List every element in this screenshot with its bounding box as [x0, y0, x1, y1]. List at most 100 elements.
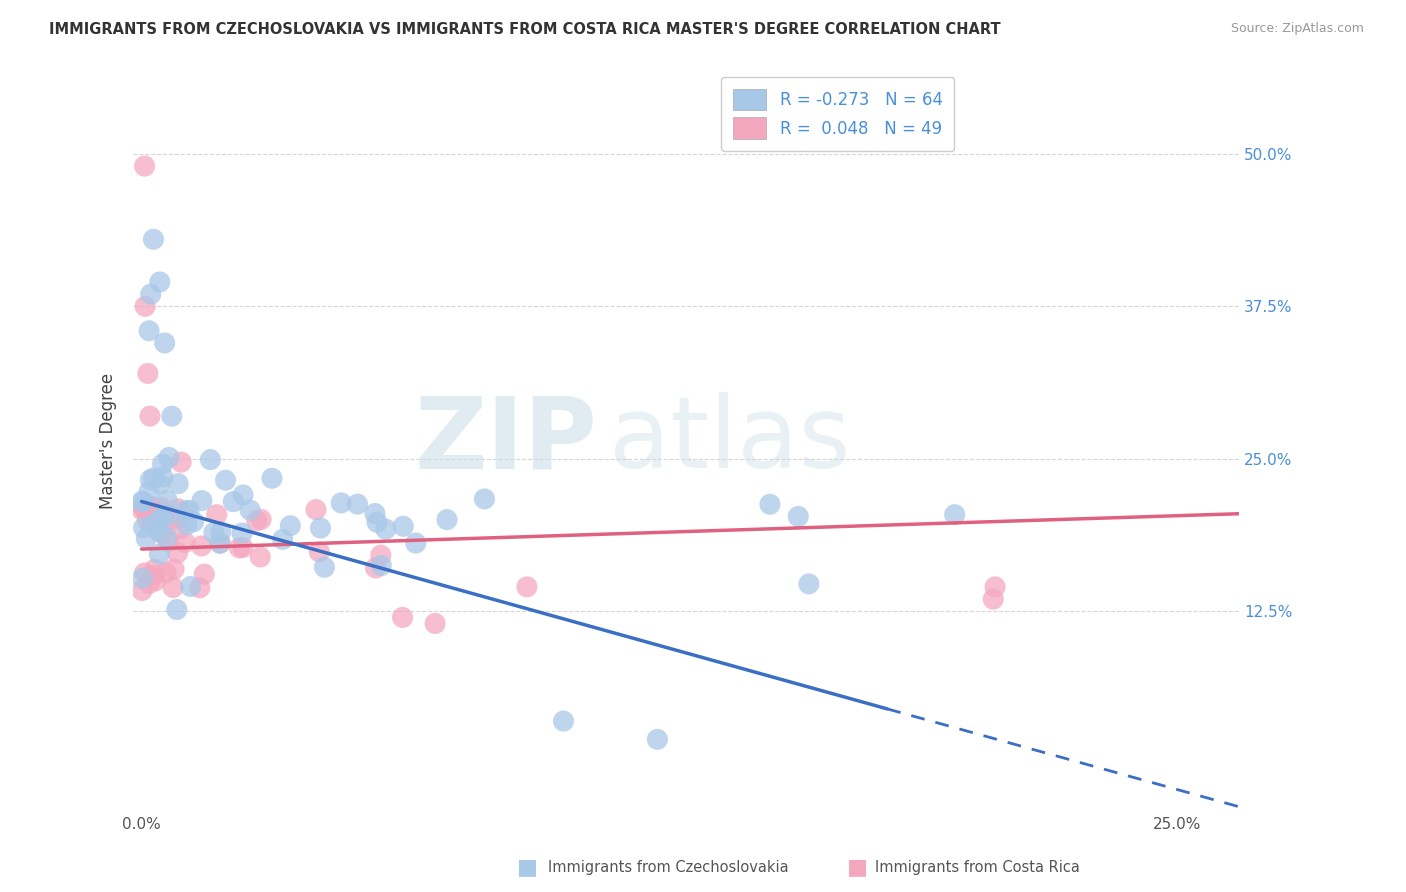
Point [250, 512, 273, 526]
Point [131, 503, 153, 517]
Point [180, 579, 202, 593]
Point [984, 580, 1007, 594]
Legend: R = -0.273   N = 64, R =  0.048   N = 49: R = -0.273 N = 64, R = 0.048 N = 49 [721, 77, 955, 151]
Text: Immigrants from Czechoslovakia: Immigrants from Czechoslovakia [548, 860, 789, 874]
Point [392, 519, 415, 533]
Point [183, 515, 205, 529]
Point [134, 566, 156, 580]
Point [152, 526, 174, 541]
Point [132, 500, 155, 514]
Point [797, 577, 820, 591]
Point [260, 471, 283, 485]
Point [202, 525, 225, 540]
Point [141, 518, 163, 533]
Point [152, 509, 174, 524]
Point [177, 503, 200, 517]
Point [280, 518, 302, 533]
Point [314, 560, 336, 574]
Point [160, 409, 183, 424]
Point [330, 496, 353, 510]
Text: Immigrants from Costa Rica: Immigrants from Costa Rica [875, 860, 1080, 874]
Point [516, 580, 538, 594]
Point [146, 524, 169, 539]
Y-axis label: Master's Degree: Master's Degree [100, 373, 117, 508]
Point [209, 524, 232, 539]
Point [366, 516, 388, 530]
Point [152, 457, 174, 471]
Point [142, 568, 165, 582]
Point [374, 522, 396, 536]
Point [271, 533, 294, 547]
Point [239, 503, 262, 517]
Point [152, 510, 174, 524]
Point [163, 562, 186, 576]
Point [436, 513, 458, 527]
Point [139, 409, 162, 424]
Point [139, 473, 162, 487]
Point [205, 508, 228, 522]
Point [135, 532, 157, 546]
Point [139, 287, 162, 301]
Point [191, 493, 214, 508]
Point [308, 545, 330, 559]
Point [165, 512, 187, 526]
Point [131, 494, 153, 508]
Text: ■: ■ [517, 857, 537, 877]
Point [174, 503, 197, 517]
Point [155, 530, 177, 544]
Point [131, 571, 153, 585]
Point [142, 516, 165, 531]
Point [139, 499, 162, 513]
Point [149, 477, 172, 491]
Point [405, 536, 427, 550]
Point [188, 581, 211, 595]
Point [156, 493, 179, 508]
Point [152, 470, 174, 484]
Point [143, 562, 166, 576]
Point [193, 567, 215, 582]
Point [167, 476, 190, 491]
Text: ZIP: ZIP [415, 392, 598, 489]
Point [208, 536, 231, 550]
Point [134, 502, 156, 516]
Point [145, 574, 167, 588]
Point [150, 500, 173, 515]
Point [190, 539, 212, 553]
Point [134, 299, 156, 313]
Point [423, 616, 446, 631]
Text: IMMIGRANTS FROM CZECHOSLOVAKIA VS IMMIGRANTS FROM COSTA RICA MASTER'S DEGREE COR: IMMIGRANTS FROM CZECHOSLOVAKIA VS IMMIGR… [49, 22, 1001, 37]
Point [170, 455, 193, 469]
Point [200, 452, 222, 467]
Point [249, 549, 271, 564]
Point [647, 732, 669, 747]
Text: Source: ZipAtlas.com: Source: ZipAtlas.com [1230, 22, 1364, 36]
Point [169, 522, 191, 536]
Point [166, 501, 188, 516]
Point [146, 516, 169, 530]
Point [134, 159, 156, 173]
Point [246, 514, 269, 528]
Point [981, 592, 1004, 607]
Point [149, 275, 172, 289]
Point [553, 714, 575, 728]
Point [138, 484, 160, 499]
Point [138, 324, 160, 338]
Point [132, 521, 155, 535]
Point [157, 450, 180, 465]
Text: ■: ■ [848, 857, 868, 877]
Point [162, 581, 184, 595]
Point [157, 508, 180, 522]
Point [156, 534, 179, 549]
Point [136, 514, 159, 528]
Point [474, 491, 496, 506]
Point [148, 514, 170, 528]
Point [364, 561, 387, 575]
Point [305, 502, 328, 516]
Point [176, 517, 198, 532]
Point [148, 547, 170, 561]
Point [787, 509, 810, 524]
Text: atlas: atlas [609, 392, 851, 489]
Point [759, 497, 782, 511]
Point [943, 508, 966, 522]
Point [309, 521, 332, 535]
